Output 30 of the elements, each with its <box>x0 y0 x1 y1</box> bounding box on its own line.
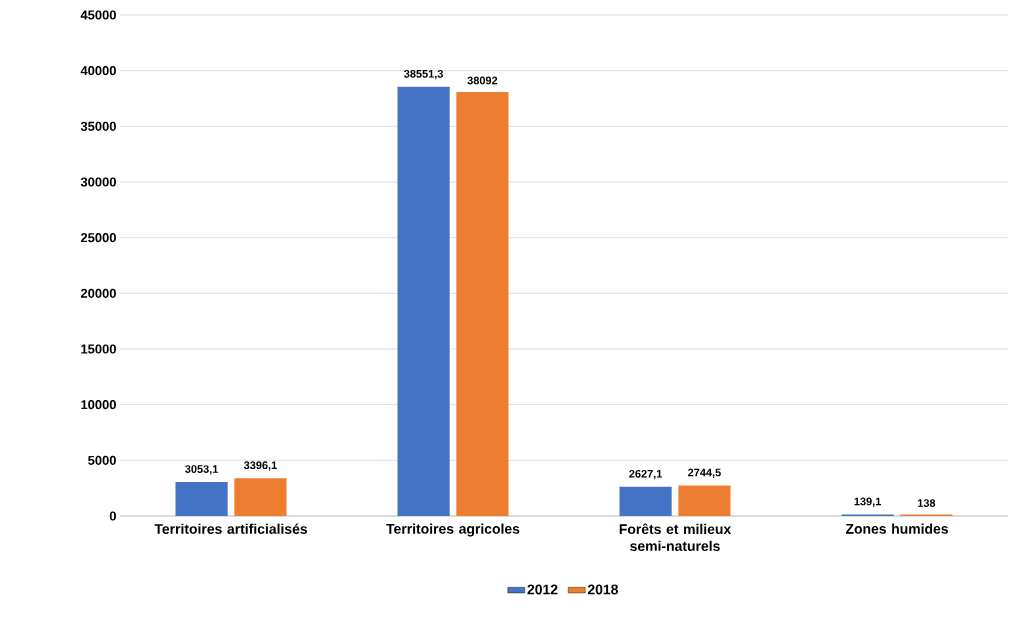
y-tick-label: 40000 <box>80 66 116 76</box>
data-label: 2627,1 <box>629 469 663 480</box>
y-tick-label: 0 <box>109 511 116 521</box>
legend-label: 2018 <box>587 584 618 595</box>
data-label: 3396,1 <box>243 461 277 471</box>
data-label: 2744,5 <box>688 468 721 478</box>
y-tick-label: 35000 <box>80 121 116 131</box>
bar <box>456 91 509 516</box>
data-label: 38092 <box>467 76 498 85</box>
data-label: 38551,3 <box>404 69 443 80</box>
x-tick-label: Zones humides <box>845 523 948 534</box>
legend-label: 2012 <box>527 584 558 595</box>
bar <box>397 86 450 516</box>
y-tick-label: 30000 <box>80 177 116 187</box>
data-label: 139,1 <box>854 497 881 507</box>
y-tick-label: 20000 <box>80 288 116 298</box>
bar <box>234 478 287 516</box>
bar <box>678 485 731 516</box>
data-label: 138 <box>917 499 936 507</box>
y-tick-label: 15000 <box>81 344 116 354</box>
y-tick-label: 25000 <box>80 233 116 243</box>
bar <box>619 486 672 516</box>
y-tick-label: 5000 <box>88 455 116 465</box>
x-tick-label: Territoires agricoles <box>386 523 520 537</box>
y-tick-label: 45000 <box>80 10 116 20</box>
y-tick-label: 10000 <box>81 400 116 410</box>
x-tick-label: Forêts et milieux semi-naturels <box>619 523 732 552</box>
bar <box>175 482 228 516</box>
data-label: 3053,1 <box>185 465 219 475</box>
x-tick-label: Territoires artificialisés <box>154 523 308 534</box>
